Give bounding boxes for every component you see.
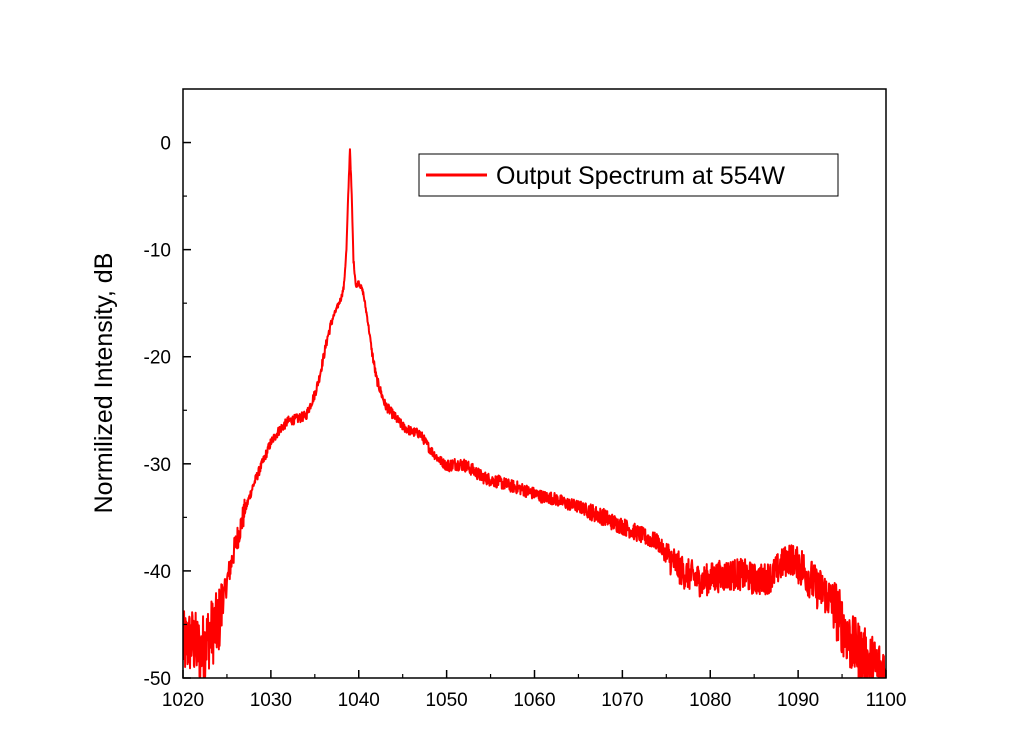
x-tick-label: 1060 (513, 690, 555, 711)
legend: Output Spectrum at 554W (418, 153, 839, 197)
y-tick-label: -10 (144, 241, 171, 262)
y-tick-label: 0 (160, 134, 171, 155)
legend-label: Output Spectrum at 554W (496, 162, 785, 190)
y-tick-label: -40 (144, 562, 171, 583)
y-axis: -50 -40 -30 -20 -10 0 (144, 134, 191, 690)
y-tick-label: -30 (144, 455, 171, 476)
y-tick-label: -50 (144, 669, 171, 690)
plot-area (183, 148, 886, 678)
y-axis-title: Normilized Intensity, dB (90, 253, 118, 514)
x-tick-label: 1040 (338, 690, 380, 711)
x-tick-label: 1030 (250, 690, 292, 711)
x-axis: 1020 1030 1040 1050 1060 1070 1080 1090 1100 (162, 670, 907, 711)
x-tick-label: 1070 (601, 690, 643, 711)
x-tick-label: 1020 (162, 690, 204, 711)
x-tick-label: 1080 (689, 690, 731, 711)
x-tick-label: 1100 (866, 690, 907, 711)
y-tick-label: -20 (144, 348, 171, 369)
x-tick-label: 1050 (425, 690, 467, 711)
x-tick-label: 1090 (777, 690, 819, 711)
series-line-output-spectrum (183, 148, 886, 678)
legend-box (418, 153, 839, 197)
